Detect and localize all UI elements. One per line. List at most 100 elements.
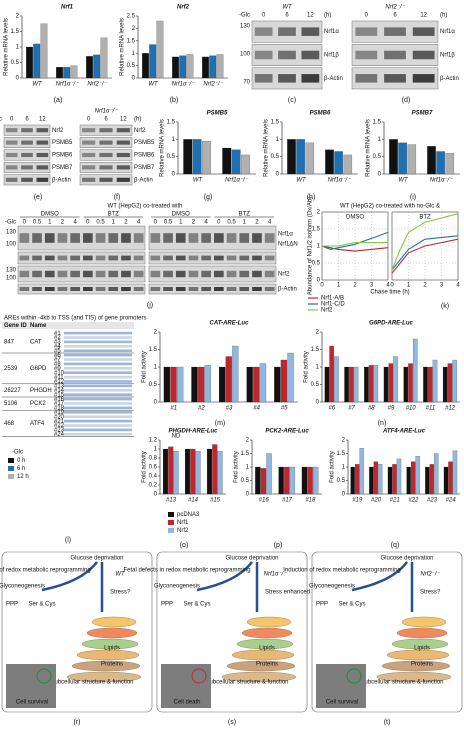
blot-band [133,233,144,243]
band-label: PSMB7 [52,165,73,171]
cell: PCK2 [30,401,46,407]
sequence [64,336,132,339]
y-tick-label: 0 [16,76,20,82]
stone [81,638,139,650]
node-label: Lipids [414,646,430,652]
marker-label: 130 [6,230,17,236]
x-tick-label: Nrf1α⁻/⁻ [172,82,196,88]
blot-band [412,74,435,83]
blot-band [412,50,435,60]
cell: 2539 [4,366,18,372]
band-label: Nrf1ΔN [278,242,298,248]
node-label: Lipids [104,646,120,652]
bar [388,363,394,403]
blot-band [21,152,33,158]
y-tick-label: 0 [172,172,176,178]
sequence [64,419,132,423]
marker-label: 130 [240,24,251,30]
lane-label: 0.5 [33,220,42,226]
bar [313,466,319,495]
bar [40,23,48,79]
blot-band [301,74,320,83]
blot-band [355,27,378,36]
bar [353,366,359,403]
blot-band [99,128,113,133]
y-tick-label: 1.2 [149,438,158,444]
blot-band [163,270,173,278]
lane-label: 0 [154,220,158,226]
legend-title: -Glc [12,450,23,456]
blot-band [239,270,250,278]
blot-band [57,287,68,291]
bar [232,345,239,403]
bar [177,366,184,403]
site-label: #15 [54,392,65,398]
bar [222,147,232,175]
y-tick-label: 0 [316,400,320,406]
lane-label: 2 [192,220,196,226]
node-label: Ser & Cys [28,602,55,608]
blot-band [121,233,131,243]
bar [287,139,296,175]
y-tick-label: 1 [132,51,136,57]
bar [324,366,330,403]
site-label: #1 [54,331,61,337]
blot-band [44,233,55,243]
site-label: #14 [54,388,65,394]
blot-band [264,287,275,291]
x-tick-label: #7 [348,406,355,412]
sequence [64,362,132,366]
x-tick-label: #23 [427,498,438,504]
blot-band [95,233,106,243]
blot-band [44,270,55,278]
x-tick-label: #2 [198,406,205,412]
lane-label: 4 [73,220,77,226]
annotation: ND [172,434,181,440]
blot-band [5,140,18,145]
blot-band [116,152,130,158]
node-label: Proteins [411,662,433,668]
blot-band [301,27,320,36]
bar [442,366,448,403]
stone [91,616,137,628]
bar [289,466,296,495]
bar [26,46,33,79]
site-label: #24 [54,432,65,438]
site-label: #6 [54,353,61,359]
x-tick-label: Nrf2⁻/⁻ [203,82,223,88]
site-label: #11 [54,375,64,381]
x-tick-label: 2 [353,283,357,289]
outcome-mark [346,668,362,684]
sequence [64,380,132,383]
blot-band [82,177,96,182]
blot-band [201,270,211,278]
panel-label: (s) [228,719,236,726]
marker-label: 130 [6,268,17,274]
blot-band [121,270,131,278]
blot-band [5,128,18,133]
x-tick-label: #6 [329,406,336,412]
cell: 5106 [4,401,18,407]
blot-band [21,140,33,145]
blot-band [384,50,406,60]
site-label: #10 [54,370,65,376]
program: Induction of redox metabolic reprogrammi… [283,568,400,574]
blot-band [57,255,68,261]
blot-band [99,152,113,158]
bar [255,466,261,495]
band-label: Nrf1α [278,232,293,238]
bar [100,37,108,79]
trigger: Glucose deprivation [225,556,278,562]
legend-swatch [168,520,174,525]
x-tick-label: 1 [337,283,341,289]
condition: -Glc [5,220,16,226]
node-label: PPP [6,602,18,608]
blot-band [36,152,49,158]
cell-image [316,664,366,708]
blot-strip [148,283,277,295]
blot-band [133,255,144,261]
genotype: Nrf2⁻/⁻ [385,5,405,11]
legend-swatch [168,528,174,533]
y-tick-label: 1 [16,45,20,51]
blot-band [21,128,33,133]
